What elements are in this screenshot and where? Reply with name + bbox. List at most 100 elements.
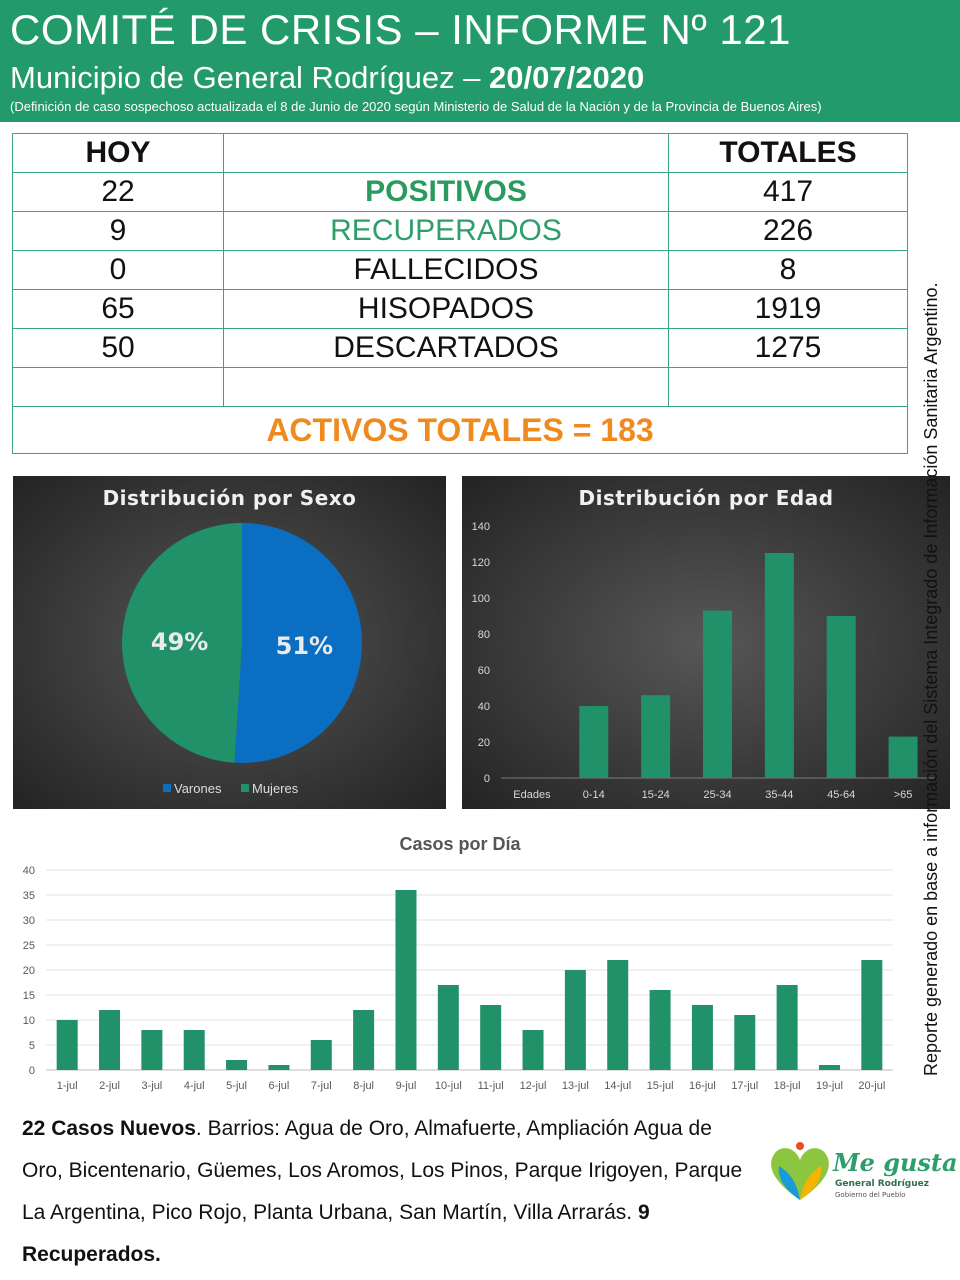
recovered-count: 9 Recuperados.: [22, 1201, 650, 1266]
pie-slice-mujeres: [121, 523, 242, 763]
daily-bar: [56, 1020, 78, 1070]
y-tick-label: 100: [472, 593, 490, 605]
x-tick-label: 11-jul: [478, 1080, 504, 1092]
active-row: ACTIVOS TOTALES = 183: [12, 406, 908, 454]
x-tick-label: 12-jul: [520, 1080, 547, 1092]
chart-title: Casos por Día: [399, 834, 521, 854]
daily-bar: [564, 970, 586, 1070]
daily-bar: [353, 1010, 375, 1070]
legend-label: Varones: [174, 781, 222, 796]
sex-distribution-chart: Distribución por Sexo 51% 49% Varones Mujer…: [13, 476, 446, 809]
daily-bar: [480, 1005, 502, 1070]
x-tick-label: 8-jul: [353, 1080, 374, 1092]
y-tick-label: 60: [478, 665, 490, 677]
active-total: ACTIVOS TOTALES = 183: [12, 406, 908, 454]
x-tick-label: 14-jul: [604, 1080, 631, 1092]
table-header-row: HOY TOTALES: [12, 133, 908, 173]
row-label: POSITIVOS: [223, 172, 669, 212]
x-tick-label: 25-34: [703, 789, 731, 801]
daily-bar: [99, 1010, 121, 1070]
x-tick-label: 45-64: [827, 789, 855, 801]
x-tick-label: 6-jul: [269, 1080, 290, 1092]
row-label: HISOPADOS: [223, 289, 669, 329]
y-tick-label: 25: [23, 940, 35, 952]
daily-bar: [268, 1065, 290, 1070]
age-bar: [826, 616, 856, 778]
y-tick-label: 20: [478, 737, 490, 749]
x-tick-label: 15-24: [642, 789, 670, 801]
legend-label: Mujeres: [252, 781, 299, 796]
today-value: 0: [12, 250, 224, 290]
total-value: 417: [668, 172, 908, 212]
daily-bar: [607, 960, 629, 1070]
x-tick-label: 18-jul: [774, 1080, 801, 1092]
footer-summary: 22 Casos Nuevos. Barrios: Agua de Oro, A…: [22, 1108, 752, 1276]
row-label: DESCARTADOS: [223, 328, 669, 368]
x-tick-label: 13-jul: [562, 1080, 589, 1092]
x-tick-label: 1-jul: [57, 1080, 78, 1092]
y-tick-label: 40: [478, 701, 490, 713]
empty-row: [12, 367, 908, 407]
age-bar: [703, 610, 732, 778]
x-tick-label: 9-jul: [396, 1080, 417, 1092]
row-label: FALLECIDOS: [223, 250, 669, 290]
daily-bar: [437, 985, 459, 1070]
pie-slice-varones: [234, 523, 362, 763]
row-label: RECUPERADOS: [223, 211, 669, 251]
x-tick-label: Edades: [513, 789, 551, 801]
y-tick-label: 10: [23, 1015, 35, 1027]
empty-cell: [668, 367, 908, 407]
y-tick-label: 15: [23, 990, 35, 1002]
daily-bar: [691, 1005, 713, 1070]
logo-wordmark: Me gusta: [833, 1148, 958, 1177]
x-tick-label: 2-jul: [99, 1080, 120, 1092]
empty-cell: [223, 367, 669, 407]
y-tick-label: 35: [23, 890, 35, 902]
legend-swatch: [163, 784, 171, 792]
pie-chart: 51% 49% Varones Mujeres: [121, 523, 362, 796]
table-row: 9 RECUPERADOS 226: [12, 211, 908, 251]
age-bar: [764, 553, 794, 778]
daily-bar: [861, 960, 883, 1070]
empty-cell: [12, 367, 224, 407]
logo-tagline: Gobierno del Pueblo: [835, 1191, 906, 1199]
x-tick-label: 0-14: [583, 789, 605, 801]
y-tick-label: 30: [23, 915, 35, 927]
age-bar: [641, 695, 671, 778]
today-value: 9: [12, 211, 224, 251]
col-label-header: [223, 133, 669, 173]
x-tick-label: 17-jul: [731, 1080, 758, 1092]
x-tick-label: 5-jul: [226, 1080, 247, 1092]
y-tick-label: 20: [23, 965, 35, 977]
x-tick-label: 16-jul: [689, 1080, 716, 1092]
table-row: 0 FALLECIDOS 8: [12, 250, 908, 290]
daily-bar: [649, 990, 671, 1070]
x-tick-label: 20-jul: [858, 1080, 885, 1092]
y-tick-label: 80: [478, 629, 490, 641]
y-tick-label: 0: [29, 1065, 35, 1077]
daily-bar: [522, 1030, 544, 1070]
y-tick-label: 120: [472, 557, 490, 569]
table-row: 22 POSITIVOS 417: [12, 172, 908, 212]
y-tick-label: 40: [23, 865, 35, 877]
report-title: COMITÉ DE CRISIS – INFORME Nº 121: [10, 6, 791, 53]
x-tick-label: 10-jul: [435, 1080, 462, 1092]
daily-bar: [776, 985, 798, 1070]
heart-logo-icon: [771, 1142, 829, 1200]
col-today-header: HOY: [12, 133, 224, 173]
report-subtitle: Municipio de General Rodríguez – 20/07/2…: [10, 60, 644, 96]
table-row: 50 DESCARTADOS 1275: [12, 328, 908, 368]
daily-bar: [141, 1030, 163, 1070]
today-value: 22: [12, 172, 224, 212]
age-bar: [579, 706, 609, 778]
x-tick-label: 3-jul: [141, 1080, 162, 1092]
summary-table: HOY TOTALES 22 POSITIVOS 417 9 RECUPERAD…: [12, 133, 908, 454]
y-tick-label: 140: [472, 521, 490, 533]
new-cases-count: 22 Casos Nuevos: [22, 1117, 196, 1140]
definition-note: (Definición de caso sospechoso actualiza…: [10, 99, 822, 114]
daily-bar: [310, 1040, 332, 1070]
y-tick-label: 5: [29, 1040, 35, 1052]
age-distribution-chart: Distribución por Edad 0 20 40 60 80 100 120 140…: [462, 476, 950, 809]
report-header: COMITÉ DE CRISIS – INFORME Nº 121 Munici…: [0, 0, 960, 122]
daily-bar: [734, 1015, 756, 1070]
